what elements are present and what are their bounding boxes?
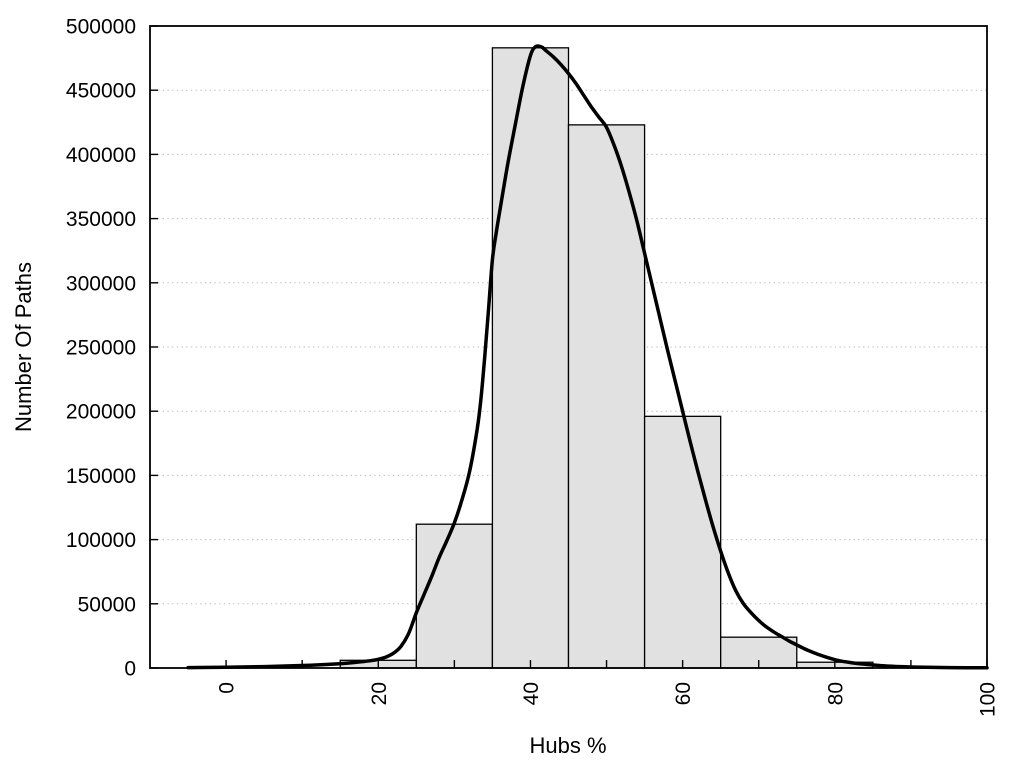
- x-tick-label: 100: [977, 682, 1000, 717]
- x-tick-label: 40: [520, 682, 543, 705]
- x-tick-label: 60: [672, 682, 695, 705]
- histogram-bar: [643, 415, 722, 669]
- histogram-bar: [415, 523, 494, 669]
- x-axis-title: Hubs %: [529, 733, 607, 758]
- y-tick-label: 250000: [66, 337, 136, 360]
- histogram-bar: [567, 124, 646, 669]
- y-axis-title: Number Of Paths: [11, 262, 36, 432]
- y-tick-label: 450000: [66, 80, 136, 103]
- y-tick-label: 400000: [66, 144, 136, 167]
- y-tick-label: 0: [124, 658, 136, 681]
- y-tick-label: 150000: [66, 465, 136, 488]
- density-curve: [186, 44, 989, 670]
- y-tick-label: 200000: [66, 401, 136, 424]
- y-tick-label: 100000: [66, 529, 136, 552]
- x-tick-label: 20: [368, 682, 391, 705]
- y-tick-label: 350000: [66, 208, 136, 231]
- histogram-bar: [491, 47, 570, 669]
- x-tick-label: 0: [216, 682, 239, 694]
- y-tick-label: 50000: [78, 593, 136, 616]
- y-tick-label: 300000: [66, 272, 136, 295]
- y-tick-label: 500000: [66, 16, 136, 39]
- x-tick-label: 80: [824, 682, 847, 705]
